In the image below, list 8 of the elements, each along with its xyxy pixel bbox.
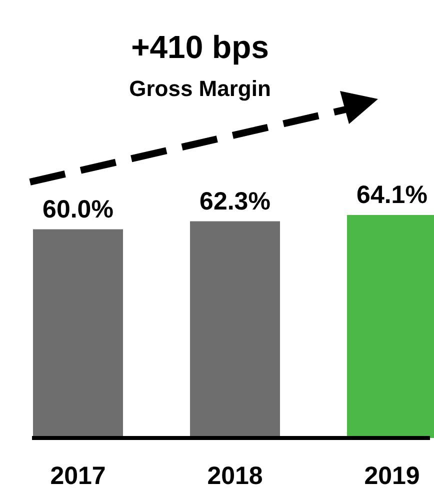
- data-label: 60.0%: [42, 195, 114, 224]
- chart-subtitle: Gross Margin: [129, 76, 271, 101]
- x-tick-label: 2018: [207, 462, 263, 490]
- x-tick-label: 2019: [364, 462, 420, 490]
- data-label: 62.3%: [200, 187, 270, 216]
- x-tick-label: 2017: [50, 462, 106, 490]
- data-label: 64.1%: [356, 181, 428, 209]
- chart-title: +410 bps: [131, 29, 269, 65]
